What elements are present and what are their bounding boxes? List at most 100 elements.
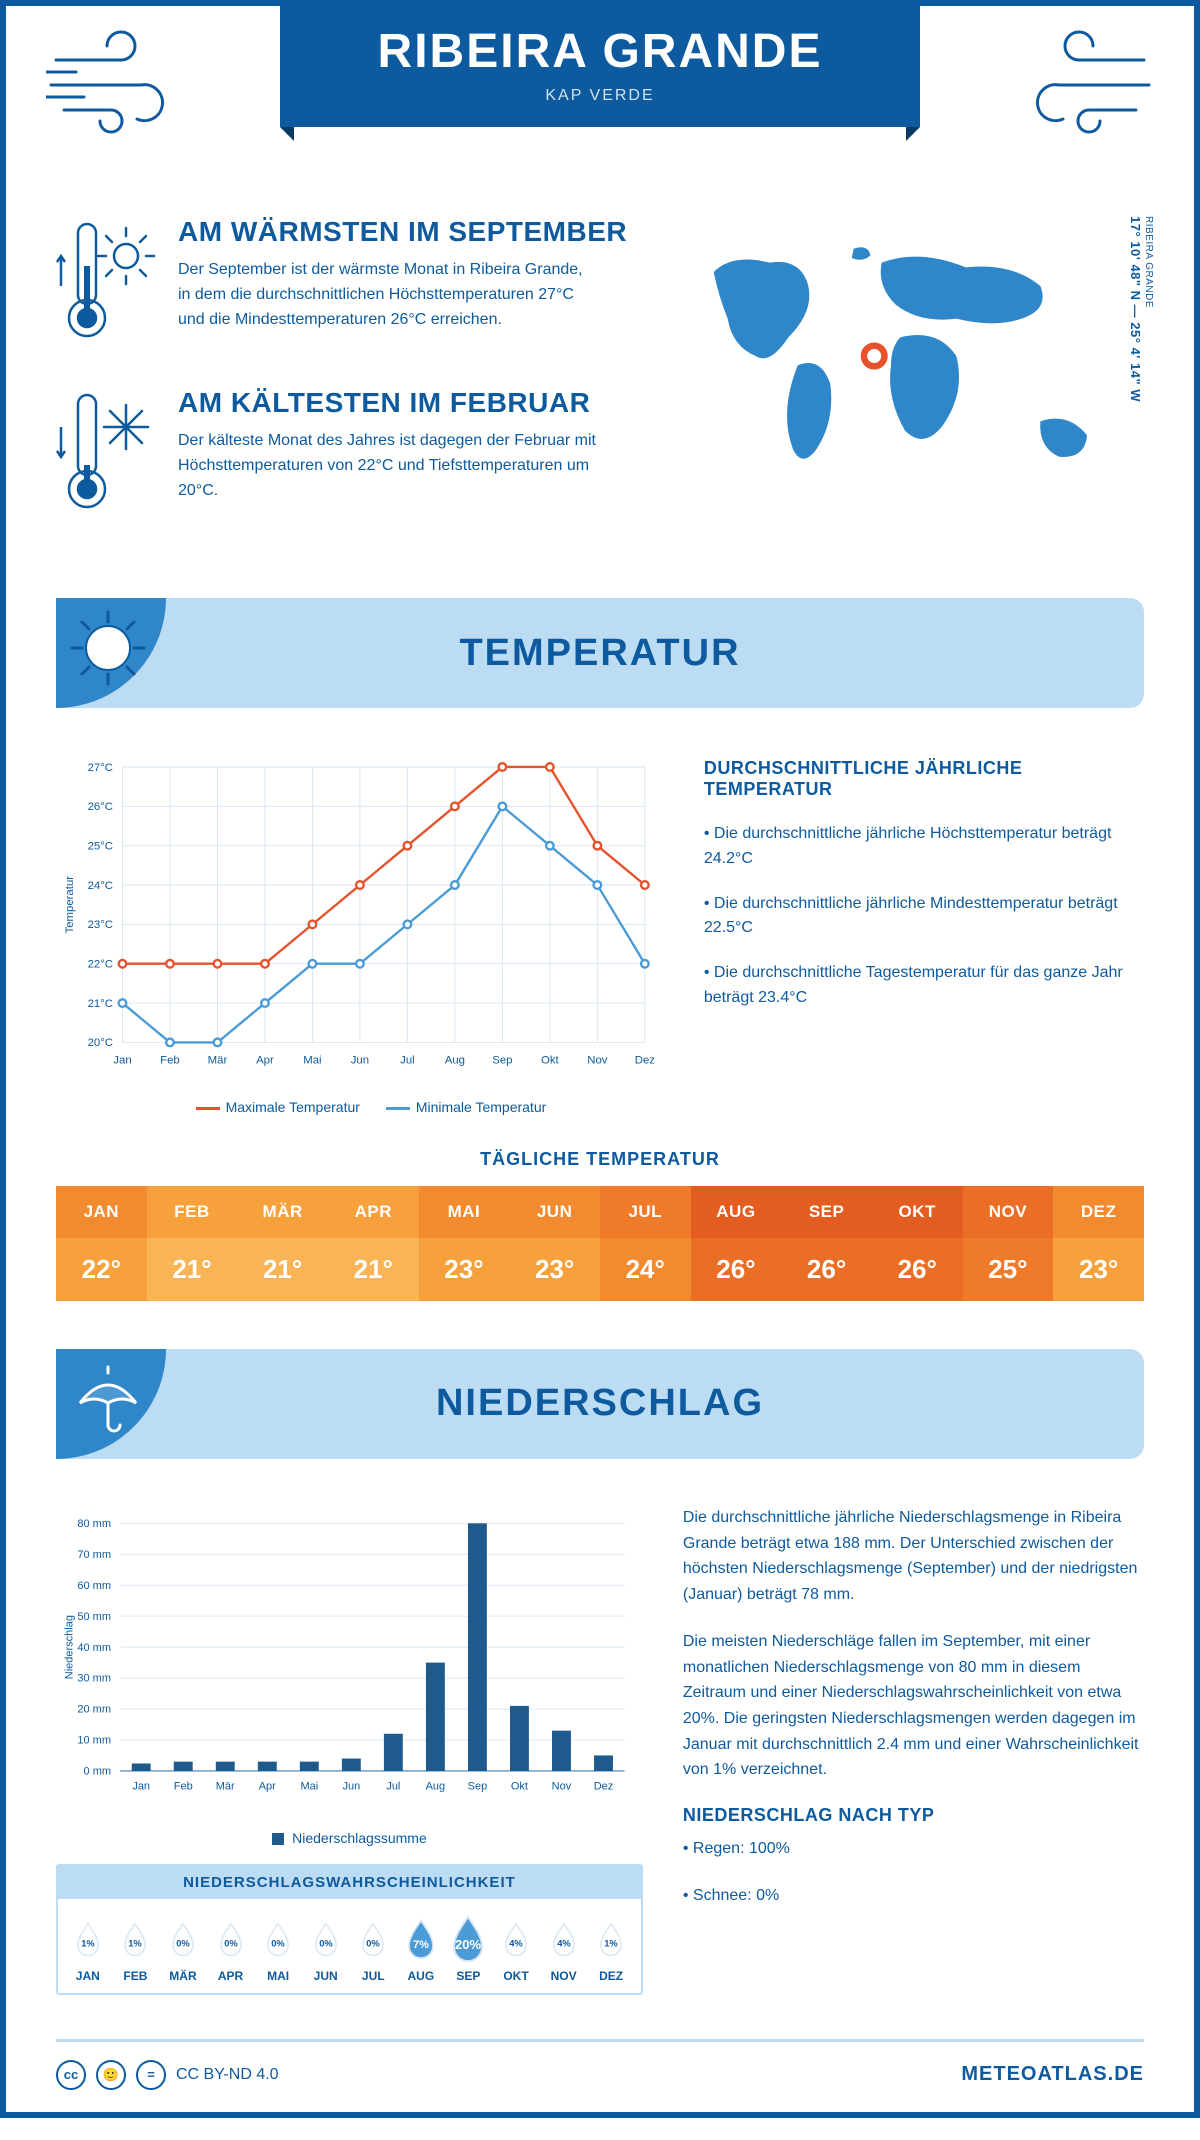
temp-cell: 23° [509,1238,600,1301]
info-title: DURCHSCHNITTLICHE JÄHRLICHE TEMPERATUR [704,758,1144,800]
thermometer-snow-icon [56,387,156,522]
month-header: MAI [419,1186,510,1238]
temp-cell: 21° [328,1238,419,1301]
svg-text:Aug: Aug [426,1780,446,1792]
fact-coldest: AM KÄLTESTEN IM FEBRUAR Der kälteste Mon… [56,387,627,522]
thermometer-sun-icon [56,216,156,351]
month-header: APR [328,1186,419,1238]
temp-cell: 21° [237,1238,328,1301]
svg-text:Dez: Dez [635,1054,656,1066]
temp-cell: 25° [963,1238,1054,1301]
footer: cc 🙂 = CC BY-ND 4.0 METEOATLAS.DE [56,2039,1144,2112]
prob-drop: 4% OKT [492,1913,540,1983]
svg-text:26°C: 26°C [88,801,113,813]
chart-legend: Maximale Temperatur Minimale Temperatur [56,1099,664,1115]
month-header: FEB [147,1186,238,1238]
temp-cell: 24° [600,1238,691,1301]
svg-text:Jun: Jun [342,1780,360,1792]
temp-cell: 26° [872,1238,963,1301]
cc-icon: cc [56,2060,86,2090]
svg-text:4%: 4% [557,1938,571,1948]
page-subtitle: KAP VERDE [280,87,920,105]
svg-text:4%: 4% [509,1938,523,1948]
svg-text:Niederschlag: Niederschlag [64,1615,76,1679]
svg-text:27°C: 27°C [88,762,113,774]
svg-text:Jun: Jun [351,1054,369,1066]
svg-text:Aug: Aug [445,1054,465,1066]
svg-text:Okt: Okt [541,1054,560,1066]
precip-type: • Regen: 100% [683,1836,1144,1862]
svg-text:24°C: 24°C [88,880,113,892]
prob-drop: 0% APR [207,1913,255,1983]
prob-drop: 0% MAI [254,1913,302,1983]
daily-temp-table: JANFEBMÄRAPRMAIJUNJULAUGSEPOKTNOVDEZ22°2… [56,1186,1144,1301]
svg-text:20°C: 20°C [88,1037,113,1049]
prob-drop: 1% JAN [64,1913,112,1983]
svg-text:Feb: Feb [174,1780,193,1792]
svg-text:Okt: Okt [511,1780,528,1792]
month-header: JUL [600,1186,691,1238]
page-title: RIBEIRA GRANDE [280,24,920,79]
precip-text: Die meisten Niederschläge fallen im Sept… [683,1629,1144,1783]
svg-text:Mai: Mai [300,1780,318,1792]
prob-drop: 1% FEB [112,1913,160,1983]
svg-text:Apr: Apr [256,1054,274,1066]
month-header: AUG [691,1186,782,1238]
svg-text:50 mm: 50 mm [77,1611,111,1623]
chart-legend: Niederschlagssumme [56,1830,643,1846]
license: cc 🙂 = CC BY-ND 4.0 [56,2060,279,2090]
svg-text:7%: 7% [413,1938,429,1950]
precip-type: • Schnee: 0% [683,1883,1144,1909]
svg-text:Nov: Nov [552,1780,572,1792]
svg-text:20%: 20% [455,1937,481,1952]
site-name: METEOATLAS.DE [961,2063,1144,2086]
coordinates: RIBEIRA GRANDE17° 10' 48" N — 25° 4' 14"… [1128,216,1154,402]
svg-text:1%: 1% [129,1938,143,1948]
svg-text:0%: 0% [366,1938,380,1948]
temp-cell: 26° [691,1238,782,1301]
section-temperature-banner: TEMPERATUR [56,598,1144,708]
svg-text:22°C: 22°C [88,959,113,971]
svg-text:Feb: Feb [160,1054,180,1066]
temp-cell: 21° [147,1238,238,1301]
svg-text:Dez: Dez [594,1780,614,1792]
fact-title: AM KÄLTESTEN IM FEBRUAR [178,387,598,419]
umbrella-icon [68,1359,148,1439]
daily-title: TÄGLICHE TEMPERATUR [6,1149,1194,1170]
month-header: NOV [963,1186,1054,1238]
svg-text:20 mm: 20 mm [77,1704,111,1716]
svg-text:25°C: 25°C [88,840,113,852]
prob-drop: 0% JUL [349,1913,397,1983]
month-header: DEZ [1053,1186,1144,1238]
svg-text:0 mm: 0 mm [84,1765,112,1777]
fact-text: Der kälteste Monat des Jahres ist dagege… [178,429,598,503]
wind-icon [46,30,186,145]
header: RIBEIRA GRANDE KAP VERDE [6,6,1194,196]
temp-cell: 23° [1053,1238,1144,1301]
svg-text:1%: 1% [81,1938,95,1948]
info-point: • Die durchschnittliche jährliche Mindes… [704,892,1144,942]
svg-text:60 mm: 60 mm [77,1580,111,1592]
svg-text:Mär: Mär [208,1054,228,1066]
svg-text:80 mm: 80 mm [77,1518,111,1530]
month-header: SEP [781,1186,872,1238]
wind-icon [1014,30,1154,145]
svg-text:Sep: Sep [468,1780,488,1792]
svg-text:0%: 0% [176,1938,190,1948]
svg-text:23°C: 23°C [88,919,113,931]
prob-title: NIEDERSCHLAGSWAHRSCHEINLICHKEIT [58,1866,641,1899]
svg-text:21°C: 21°C [88,998,113,1010]
prob-drop: 7% AUG [397,1913,445,1983]
svg-text:0%: 0% [271,1938,285,1948]
prob-drop: 0% MÄR [159,1913,207,1983]
svg-text:Jan: Jan [132,1780,150,1792]
fact-text: Der September ist der wärmste Monat in R… [178,258,598,332]
license-text: CC BY-ND 4.0 [176,2066,279,2084]
svg-text:Nov: Nov [587,1054,608,1066]
temperature-chart: 20°C21°C22°C23°C24°C25°C26°C27°CJanFebMä… [56,748,664,1115]
svg-text:Jul: Jul [386,1780,400,1792]
svg-text:Mär: Mär [216,1780,235,1792]
prob-drop: 20% SEP [445,1913,493,1983]
month-header: OKT [872,1186,963,1238]
fact-warmest: AM WÄRMSTEN IM SEPTEMBER Der September i… [56,216,627,351]
